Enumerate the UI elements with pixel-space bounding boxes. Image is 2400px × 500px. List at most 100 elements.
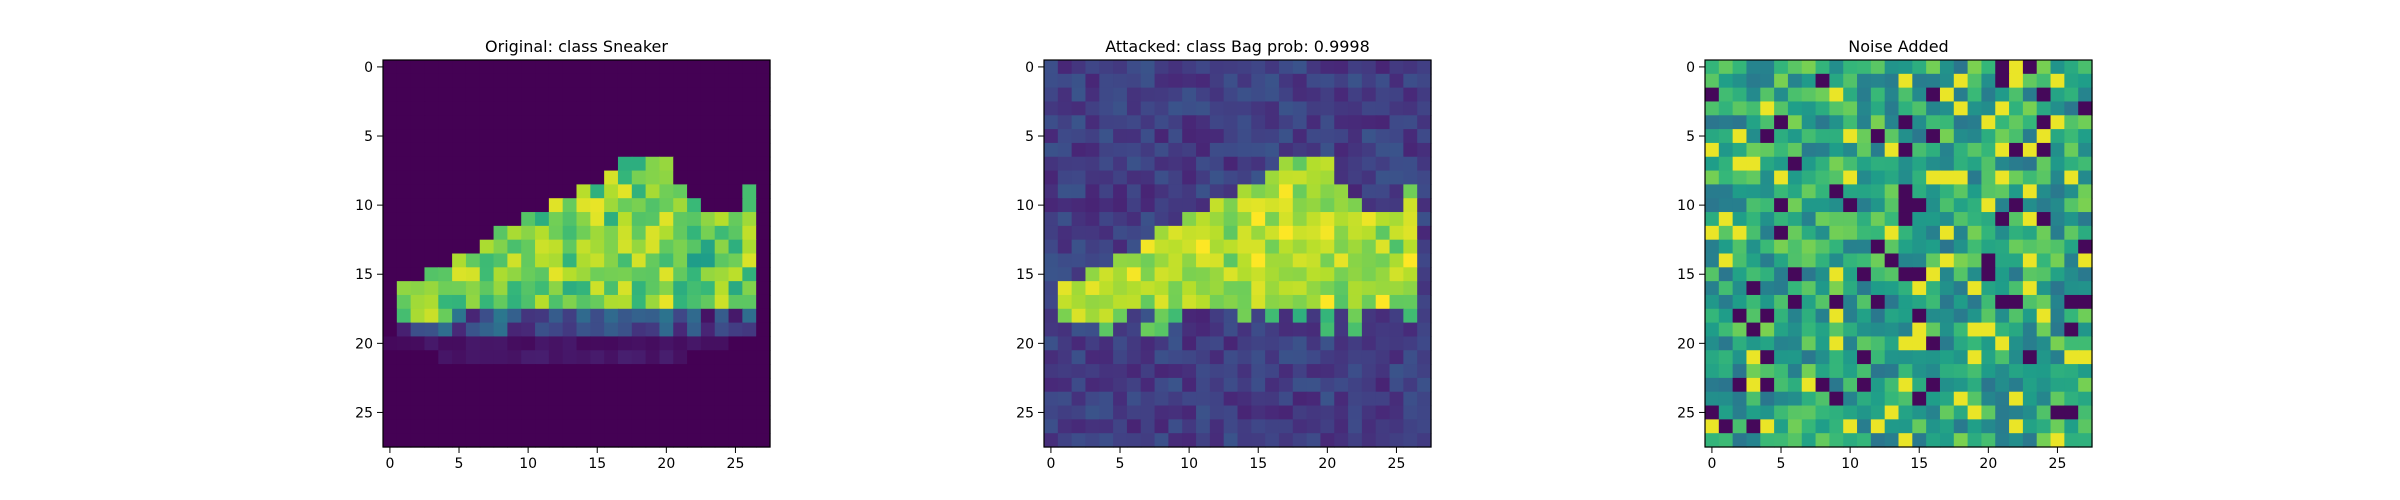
heatmap-cell: [2009, 115, 2024, 130]
heatmap-cell: [2009, 212, 2024, 227]
heatmap-cell: [548, 156, 564, 172]
y-tick-label: 20: [355, 336, 373, 352]
heatmap-cell: [1126, 391, 1142, 407]
heatmap-cell: [2050, 267, 2065, 282]
heatmap-cell: [1926, 308, 1941, 324]
heatmap-cell: [1843, 73, 1858, 89]
heatmap-cell: [1953, 322, 1969, 338]
heatmap-cell: [1168, 253, 1183, 268]
heatmap-cell: [1760, 350, 1775, 365]
heatmap-cell: [1044, 101, 1059, 116]
heatmap-cell: [1292, 405, 1308, 420]
heatmap-cell: [548, 267, 564, 282]
heatmap-cell: [1071, 405, 1087, 420]
heatmap-cell: [673, 419, 688, 434]
heatmap-cell: [645, 267, 661, 282]
heatmap-cell: [1126, 281, 1142, 296]
heatmap-cell: [396, 129, 412, 144]
heatmap-cell: [1196, 239, 1211, 255]
heatmap-cell: [700, 60, 716, 75]
heatmap-cell: [1912, 405, 1927, 420]
heatmap-cell: [1843, 184, 1858, 199]
heatmap-cell: [1265, 73, 1280, 89]
heatmap-cell: [1939, 433, 1955, 448]
heatmap-cells: [383, 60, 771, 448]
heatmap-cell: [410, 350, 426, 365]
heatmap-cell: [1278, 294, 1294, 310]
heatmap-cell: [1746, 405, 1761, 420]
heatmap-cell: [1884, 336, 1900, 351]
heatmap-cell: [1843, 87, 1858, 103]
heatmap-cell: [1705, 156, 1720, 172]
heatmap-cell: [2022, 142, 2038, 158]
heatmap-cell: [1154, 156, 1169, 172]
heatmap-cell: [1251, 142, 1266, 158]
heatmap-cell: [2078, 336, 2093, 351]
heatmap-cell: [576, 198, 591, 213]
heatmap-cell: [479, 308, 495, 324]
heatmap-cell: [1829, 405, 1844, 420]
heatmap-cell: [1403, 225, 1418, 241]
heatmap-cell: [700, 156, 716, 172]
heatmap-cell: [548, 60, 564, 75]
heatmap-cell: [548, 419, 564, 434]
heatmap-cell: [1870, 184, 1886, 199]
heatmap-cell: [673, 212, 688, 227]
heatmap-cell: [1857, 239, 1872, 255]
heatmap-cell: [1099, 377, 1114, 393]
heatmap-cell: [410, 433, 426, 448]
heatmap-cell: [1057, 419, 1073, 434]
heatmap-cell: [410, 142, 426, 158]
heatmap-cell: [1168, 129, 1183, 144]
heatmap-cell: [1278, 198, 1294, 213]
heatmap-cell: [2022, 184, 2038, 199]
heatmap-cell: [673, 281, 688, 296]
heatmap-cell: [700, 198, 716, 213]
heatmap-cell: [687, 267, 702, 282]
heatmap-cell: [1099, 156, 1114, 172]
heatmap-cell: [493, 129, 508, 144]
heatmap-cell: [1140, 336, 1156, 351]
heatmap-cell: [1320, 129, 1335, 144]
x-tick-label: 5: [1777, 456, 1786, 472]
heatmap-cell: [1995, 212, 2010, 227]
heatmap-cell: [1953, 391, 1969, 407]
heatmap-cell: [1898, 405, 1913, 420]
heatmap-cell: [1361, 87, 1377, 103]
heatmap-cell: [1815, 73, 1830, 89]
heatmap-cell: [714, 60, 730, 75]
heatmap-cell: [1044, 350, 1059, 365]
heatmap-cell: [1705, 212, 1720, 227]
heatmap-cell: [1292, 350, 1308, 365]
heatmap-cell: [493, 170, 508, 185]
heatmap-cell: [1209, 419, 1225, 434]
heatmap-cell: [1044, 184, 1059, 199]
heatmap-cell: [383, 129, 398, 144]
heatmap-cell: [438, 170, 453, 185]
heatmap-cell: [1870, 294, 1886, 310]
heatmap-cell: [728, 239, 743, 255]
heatmap-cell: [1884, 308, 1900, 324]
heatmap-cell: [617, 391, 633, 407]
heatmap-cell: [1361, 73, 1377, 89]
heatmap-cell: [1044, 239, 1059, 255]
heatmap-cell: [1939, 142, 1955, 158]
heatmap-cell: [728, 364, 743, 379]
heatmap-cell: [1057, 433, 1073, 448]
heatmap-cell: [1348, 156, 1363, 172]
heatmap-cell: [1732, 225, 1748, 241]
heatmap-cell: [1306, 391, 1322, 407]
heatmap-cell: [2050, 336, 2065, 351]
heatmap-cell: [1981, 391, 1996, 407]
heatmap-cell: [1939, 115, 1955, 130]
heatmap-cell: [424, 115, 439, 130]
heatmap-cell: [1140, 281, 1156, 296]
heatmap-cell: [631, 225, 647, 241]
heatmap-cell: [1265, 101, 1280, 116]
heatmap-cell: [1953, 170, 1969, 185]
heatmap-cell: [1237, 308, 1252, 324]
heatmap-cell: [507, 225, 522, 241]
heatmap-cell: [1967, 198, 1983, 213]
heatmap-cell: [535, 156, 550, 172]
heatmap-cell: [1126, 308, 1142, 324]
